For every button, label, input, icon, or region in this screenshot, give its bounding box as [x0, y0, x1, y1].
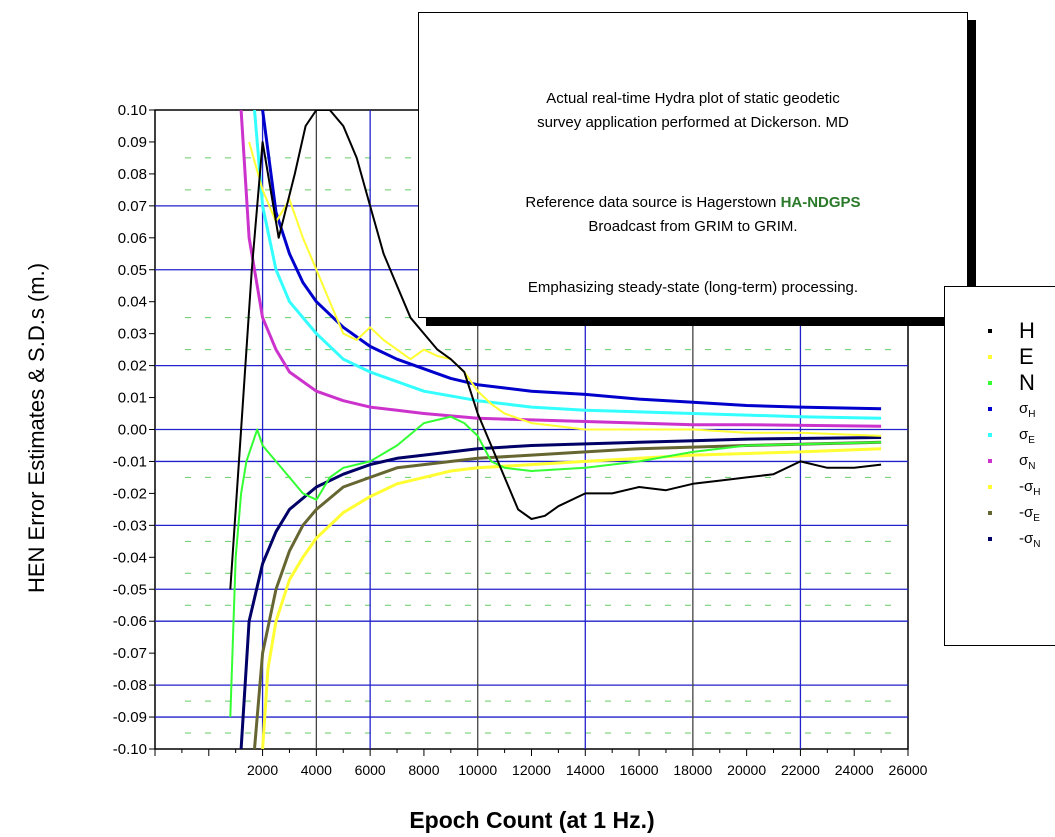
legend-item: σH [945, 396, 1055, 422]
x-tick-label: 8000 [408, 762, 439, 778]
legend-label: -σE [1019, 500, 1040, 532]
series-line-neg-sigma-e [253, 440, 882, 749]
legend-swatch [988, 485, 992, 489]
legend-swatch [988, 511, 992, 515]
legend-item: N [945, 370, 1055, 396]
x-tick-label: 24000 [835, 762, 874, 778]
x-tick-label: 4000 [301, 762, 332, 778]
legend-label: H [1019, 318, 1035, 344]
x-tick-label: 10000 [458, 762, 497, 778]
x-tick-label: 16000 [620, 762, 659, 778]
legend-symbol: σ [1019, 426, 1029, 443]
y-tick-label: -0.04 [113, 549, 147, 566]
x-tick-label: 6000 [355, 762, 386, 778]
y-tick-label: 0.06 [118, 230, 147, 247]
legend-label: σE [1019, 422, 1035, 454]
legend-subscript: H [1028, 409, 1036, 420]
series-line-n [229, 415, 882, 718]
legend-symbol: E [1019, 344, 1034, 369]
series-line-neg-sigma-n [239, 436, 882, 749]
y-tick-label: 0.04 [118, 294, 147, 311]
legend-label: σN [1019, 448, 1036, 480]
y-tick-label: -0.06 [113, 613, 147, 630]
legend-swatch [988, 407, 992, 411]
annotation-line-1: Actual real-time Hydra plot of static ge… [546, 90, 840, 107]
y-tick-label: 0.08 [118, 166, 147, 183]
y-tick-label: -0.05 [113, 581, 147, 598]
legend-label: E [1019, 344, 1034, 370]
legend-label: -σN [1019, 526, 1041, 558]
series-line-h [229, 110, 882, 590]
legend-subscript: N [1028, 461, 1036, 472]
x-tick-label: 14000 [566, 762, 605, 778]
series-line-sigma-e [253, 110, 882, 420]
legend-subscript: E [1033, 513, 1040, 524]
y-tick-label: -0.02 [113, 485, 147, 502]
x-tick-label: 18000 [673, 762, 712, 778]
legend-symbol: N [1019, 370, 1035, 395]
y-tick-label: 0.09 [118, 134, 147, 151]
legend-label: -σH [1019, 474, 1041, 506]
y-tick-label: 0.05 [118, 262, 147, 279]
annotation-line-5: Emphasizing steady-state (long-term) pro… [527, 279, 859, 296]
series-line-sigma-h [261, 110, 882, 411]
series-line-neg-sigma-h [261, 447, 882, 749]
y-tick-label: -0.01 [113, 453, 147, 470]
annotation-line-3: Reference data source is Hagerstown HA-N… [419, 194, 967, 211]
legend-symbol: -σ [1019, 530, 1034, 547]
legend-symbol: σ [1019, 400, 1029, 417]
series-line-e [248, 141, 882, 437]
legend-item: H [945, 318, 1055, 344]
legend-label: σH [1019, 396, 1036, 428]
annotation-box: Actual real-time Hydra plot of static ge… [418, 12, 968, 318]
legend-item: -σN [945, 526, 1055, 552]
x-tick-label: 2000 [247, 762, 278, 778]
annotation-line-2: survey application performed at Dickerso… [537, 114, 849, 131]
legend-item: -σH [945, 474, 1055, 500]
x-tick-label: 20000 [727, 762, 766, 778]
series-line-sigma-n [239, 110, 882, 428]
legend-subscript: E [1028, 435, 1035, 446]
legend-symbol: σ [1019, 452, 1029, 469]
legend-swatch [988, 459, 992, 463]
y-tick-label: -0.08 [113, 677, 147, 694]
y-tick-label: -0.07 [113, 645, 147, 662]
series-layer [229, 110, 882, 749]
legend-swatch [988, 537, 992, 541]
legend-symbol: -σ [1019, 478, 1034, 495]
legend-swatch [988, 381, 992, 385]
y-tick-label: 0.10 [118, 102, 147, 119]
legend-symbol: -σ [1019, 504, 1034, 521]
y-tick-label: -0.03 [113, 517, 147, 534]
y-tick-label: 0.00 [118, 422, 147, 439]
x-tick-label: 12000 [512, 762, 551, 778]
y-tick-label: 0.07 [118, 198, 147, 215]
legend-symbol: H [1019, 318, 1035, 343]
tick-layer: 0.10 0.09 0.08 0.07 0.06 0.05 0.04 0.03 0.02 0.01… [113, 102, 928, 778]
legend-subscript: H [1033, 487, 1041, 498]
x-tick-label: 22000 [781, 762, 820, 778]
y-tick-label: 0.01 [118, 390, 147, 407]
annotation-line-4: Broadcast from GRIM to GRIM. [588, 218, 798, 235]
legend-swatch [988, 355, 992, 359]
legend-item: σE [945, 422, 1055, 448]
y-tick-label: 0.03 [118, 326, 147, 343]
annotation-source: Reference data source is Hagerstown [525, 194, 781, 211]
y-tick-label: -0.09 [113, 709, 147, 726]
legend-item: σN [945, 448, 1055, 474]
x-axis-title: Epoch Count (at 1 Hz.) [409, 807, 654, 833]
legend-label: N [1019, 370, 1035, 396]
legend-subscript: N [1033, 539, 1041, 550]
x-tick-label: 26000 [889, 762, 928, 778]
legend-swatch [988, 433, 992, 437]
y-axis-title: HEN Error Estimates & S.D.s (m.) [24, 263, 49, 593]
annotation-highlight: HA-NDGPS [780, 194, 861, 211]
legend-item: E [945, 344, 1055, 370]
legend-item: -σE [945, 500, 1055, 526]
y-tick-label: -0.10 [113, 741, 147, 758]
legend-swatch [988, 329, 992, 333]
y-tick-label: 0.02 [118, 358, 147, 375]
